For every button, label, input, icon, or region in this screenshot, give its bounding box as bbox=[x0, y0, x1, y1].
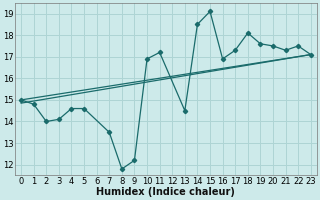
X-axis label: Humidex (Indice chaleur): Humidex (Indice chaleur) bbox=[97, 187, 236, 197]
